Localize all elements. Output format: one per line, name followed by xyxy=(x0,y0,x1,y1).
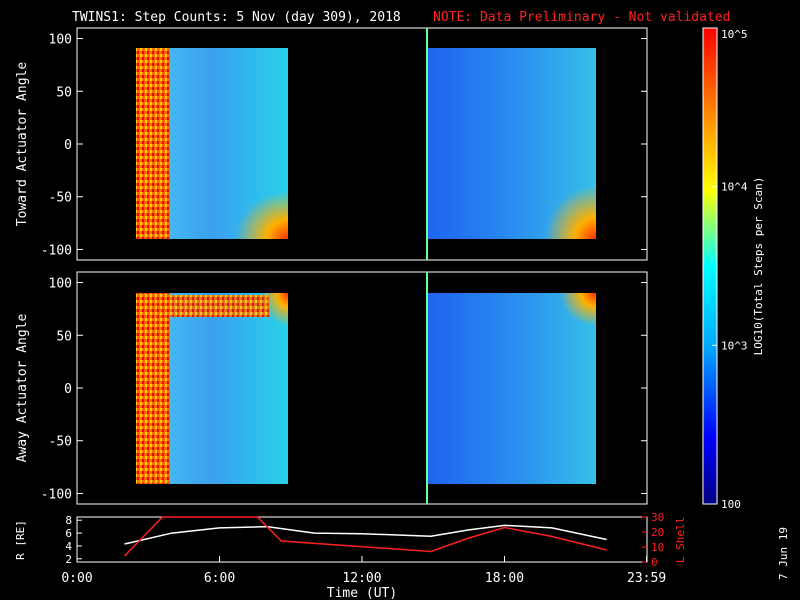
away-heatmap-panel: Away Actuator Angle 100 50 0 -50 -100 xyxy=(15,271,648,505)
y-tick-label-right: 10 xyxy=(651,541,664,554)
y-axis-label-left: R [RE] xyxy=(14,520,27,560)
hot-region xyxy=(530,293,596,353)
x-tick-label: 23:59 xyxy=(627,571,666,586)
y-tick-label: 100 xyxy=(49,33,72,48)
colorbar-tick-label: 100 xyxy=(721,498,741,511)
date-stamp: 7 Jun 19 xyxy=(777,527,790,580)
y-tick-label: -100 xyxy=(41,243,72,258)
y-tick-label: 0 xyxy=(64,382,72,397)
hot-region xyxy=(240,293,288,353)
y-tick-label-left: 2 xyxy=(65,553,72,566)
colorbar: 10^5 10^4 10^3 100 LOG10(Total Steps per Sc… xyxy=(702,27,765,511)
colorbar-tick-label: 10^4 xyxy=(721,181,748,194)
y-tick-label-right: 20 xyxy=(651,526,664,539)
x-tick-label: 6:00 xyxy=(204,571,235,586)
colorbar-scale xyxy=(702,27,718,505)
y-tick-label: 50 xyxy=(56,85,72,100)
hot-region xyxy=(510,150,596,239)
toward-heatmap-panel: Toward Actuator Angle 100 50 0 -50 -100 xyxy=(15,27,648,261)
x-tick-label: 12:00 xyxy=(342,571,381,586)
y-axis-label: Away Actuator Angle xyxy=(15,313,30,462)
y-tick-label-left: 4 xyxy=(65,540,72,553)
y-tick-label: 100 xyxy=(49,277,72,292)
x-axis-label: Time (UT) xyxy=(327,586,397,600)
hot-region xyxy=(200,160,288,239)
y-tick-label: 50 xyxy=(56,329,72,344)
x-tick-label: 0:00 xyxy=(61,571,92,586)
x-tick-label: 18:00 xyxy=(485,571,524,586)
colorbar-label: LOG10(Total Steps per Scan) xyxy=(752,177,765,356)
y-tick-label: 0 xyxy=(64,138,72,153)
preliminary-note: NOTE: Data Preliminary - Not validated xyxy=(433,10,730,25)
y-axis-label-right: L Shell xyxy=(674,517,687,563)
noise-band xyxy=(136,48,170,239)
y-axis-label: Toward Actuator Angle xyxy=(15,62,30,227)
y-tick-label: -50 xyxy=(49,435,72,450)
colorbar-tick-label: 10^3 xyxy=(721,339,748,352)
series-line-l-shell xyxy=(123,516,607,557)
series-line-r xyxy=(124,524,607,545)
y-tick-label-left: 6 xyxy=(65,527,72,540)
y-tick-label: -100 xyxy=(41,487,72,502)
y-tick-label-right: 30 xyxy=(651,511,664,524)
figure-title: TWINS1: Step Counts: 5 Nov (day 309), 20… xyxy=(72,10,401,25)
panel-frame xyxy=(76,516,648,563)
colorbar-tick-label: 10^5 xyxy=(721,28,748,41)
y-tick-label-left: 8 xyxy=(65,514,72,527)
y-tick-label: -50 xyxy=(49,191,72,206)
noise-band xyxy=(136,293,170,484)
y-tick-label-right: 0 xyxy=(651,556,658,569)
